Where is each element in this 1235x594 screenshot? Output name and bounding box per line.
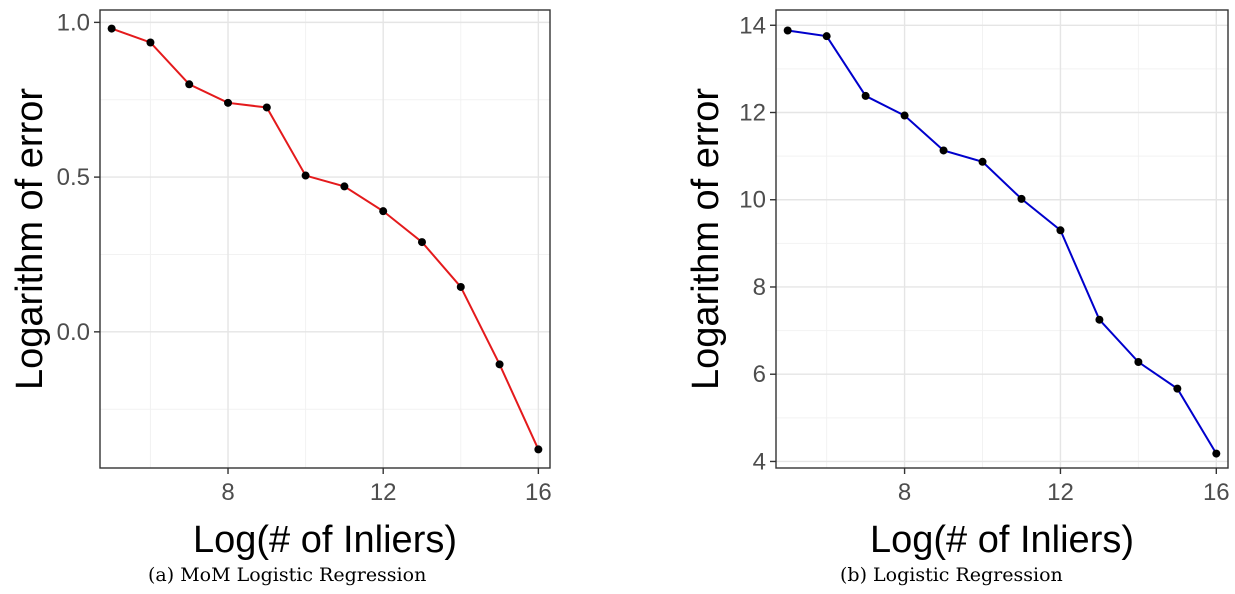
data-point: [185, 80, 194, 89]
plot-border: [775, 9, 1229, 469]
y-tick-label: 14: [739, 12, 766, 39]
data-point: [1095, 315, 1104, 324]
y-axis-title: Logarithm of error: [9, 88, 51, 390]
chart-b: 8 12 16 4 6 8 10 12 14 Log(# of Inliers) Logarithm…: [685, 9, 1230, 561]
data-point: [301, 171, 310, 180]
x-tick-label: 12: [1047, 479, 1074, 506]
data-point: [861, 91, 870, 100]
data-point: [417, 238, 426, 247]
series-line: [111, 27, 540, 450]
plot-border: [99, 9, 551, 469]
y-tick-label: 0.0: [57, 319, 90, 346]
data-point: [1056, 226, 1065, 235]
data-point: [262, 103, 271, 112]
data-point: [146, 38, 155, 47]
data-point: [900, 111, 909, 120]
x-tick-label: 12: [370, 479, 397, 506]
y-tick-label: 12: [739, 100, 766, 127]
chart-panel-b: 8 12 16 4 6 8 10 12 14 Log(# of Inliers) Logarithm…: [680, 0, 1235, 594]
data-point: [107, 24, 116, 33]
y-tick-label: 4: [753, 448, 766, 475]
data-point: [978, 157, 987, 166]
data-point: [1017, 194, 1026, 203]
x-axis-title: Log(# of Inliers): [193, 519, 457, 561]
y-axis-title: Logarithm of error: [685, 88, 727, 390]
caption-a: (a) MoM Logistic Regression: [148, 564, 427, 586]
data-point: [939, 146, 948, 155]
y-tick-label: 10: [739, 187, 766, 214]
series-line: [787, 29, 1218, 455]
data-point: [783, 26, 792, 35]
chart-panel-a: 8 12 16 0.0 0.5 1.0 Log(# of Inliers) Logarithm…: [0, 0, 600, 594]
x-tick-label: 8: [221, 479, 234, 506]
y-tick-label: 1.0: [57, 9, 90, 36]
x-tick-label: 16: [525, 479, 552, 506]
data-point: [340, 182, 349, 191]
x-tick-label: 8: [898, 479, 911, 506]
data-point: [822, 32, 831, 41]
y-tick-label: 0.5: [57, 164, 90, 191]
data-point: [534, 445, 543, 454]
x-axis-title: Log(# of Inliers): [870, 519, 1134, 561]
data-point: [1212, 449, 1221, 458]
data-point: [1173, 384, 1182, 393]
data-point: [1134, 358, 1143, 367]
data-point: [379, 207, 388, 216]
y-tick-label: 6: [753, 361, 766, 388]
data-point: [495, 360, 504, 369]
data-point: [224, 98, 233, 107]
x-tick-label: 16: [1203, 479, 1230, 506]
chart-a: 8 12 16 0.0 0.5 1.0 Log(# of Inliers) Logarithm…: [9, 9, 552, 561]
y-tick-label: 8: [753, 274, 766, 301]
data-point: [456, 282, 465, 291]
caption-b: (b) Logistic Regression: [840, 564, 1063, 586]
